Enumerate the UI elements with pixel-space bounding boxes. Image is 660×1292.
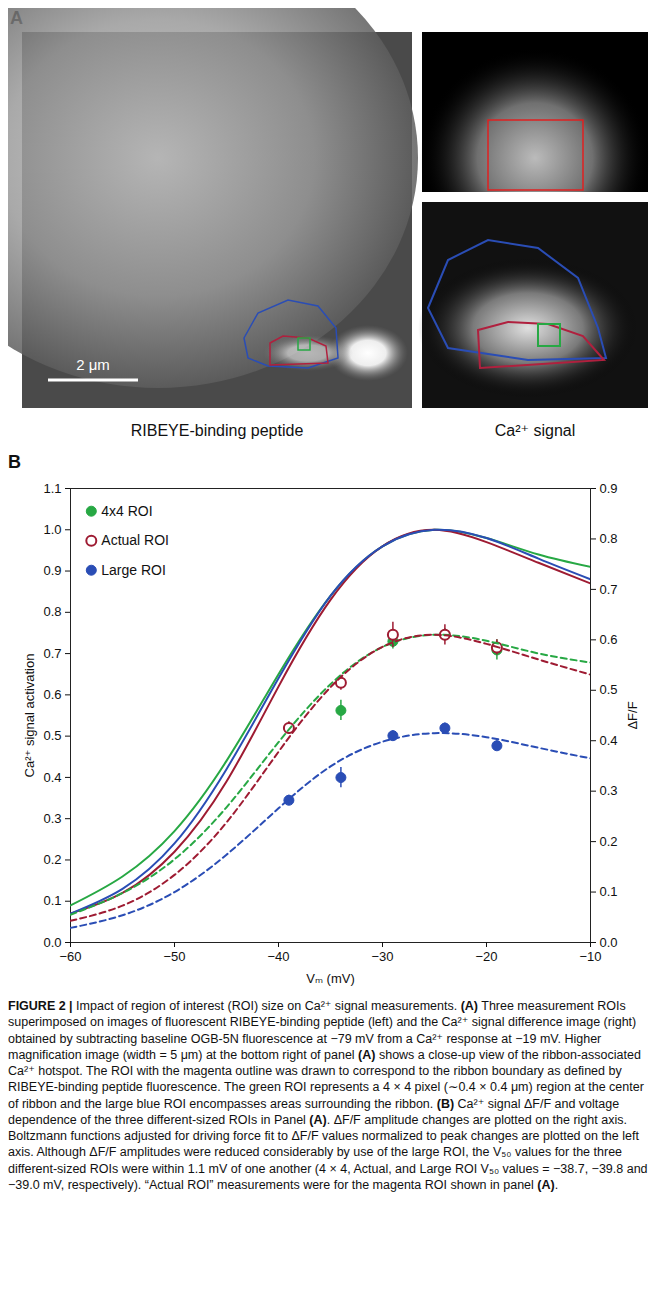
svg-text:−30: −30 — [371, 949, 393, 964]
svg-text:0.6: 0.6 — [600, 632, 618, 647]
svg-text:0.5: 0.5 — [43, 728, 61, 743]
svg-text:−20: −20 — [475, 949, 497, 964]
svg-text:0.2: 0.2 — [43, 852, 61, 867]
svg-text:−50: −50 — [163, 949, 185, 964]
svg-text:−60: −60 — [59, 949, 81, 964]
svg-text:0.7: 0.7 — [43, 646, 61, 661]
svg-text:0.6: 0.6 — [43, 687, 61, 702]
svg-text:0.0: 0.0 — [600, 935, 618, 950]
svg-text:Ca²⁺ signal: Ca²⁺ signal — [495, 422, 575, 439]
svg-text:0.8: 0.8 — [43, 604, 61, 619]
svg-text:1.0: 1.0 — [43, 522, 61, 537]
svg-text:0.9: 0.9 — [600, 481, 618, 496]
html-text:FIGURE 2 | Impact of region of: FIGURE 2 | Impact of region of interest … — [8, 999, 648, 1192]
svg-text:0.0: 0.0 — [43, 935, 61, 950]
svg-text:2 μm: 2 μm — [76, 356, 110, 373]
svg-text:0.3: 0.3 — [600, 783, 618, 798]
svg-text:0.9: 0.9 — [43, 563, 61, 578]
html-text:B: B — [8, 452, 21, 472]
svg-text:ΔF/F: ΔF/F — [625, 701, 640, 729]
svg-text:−10: −10 — [579, 949, 601, 964]
svg-text:Ca²⁺ signal activation: Ca²⁺ signal activation — [22, 654, 37, 778]
svg-text:0.8: 0.8 — [600, 531, 618, 546]
svg-text:Large ROI: Large ROI — [101, 562, 166, 578]
svg-text:0.3: 0.3 — [43, 811, 61, 826]
svg-text:0.7: 0.7 — [600, 582, 618, 597]
svg-text:0.1: 0.1 — [600, 884, 618, 899]
svg-text:Actual ROI: Actual ROI — [101, 532, 169, 548]
svg-text:0.1: 0.1 — [43, 893, 61, 908]
svg-text:0.4: 0.4 — [600, 733, 618, 748]
svg-text:0.4: 0.4 — [43, 770, 61, 785]
svg-text:RIBEYE-binding peptide: RIBEYE-binding peptide — [131, 422, 304, 439]
svg-text:−40: −40 — [267, 949, 289, 964]
svg-text:0.2: 0.2 — [600, 834, 618, 849]
svg-text:Vₘ (mV): Vₘ (mV) — [306, 971, 355, 986]
svg-text:1.1: 1.1 — [43, 481, 61, 496]
svg-text:0.5: 0.5 — [600, 682, 618, 697]
svg-text:4x4 ROI: 4x4 ROI — [101, 503, 152, 519]
